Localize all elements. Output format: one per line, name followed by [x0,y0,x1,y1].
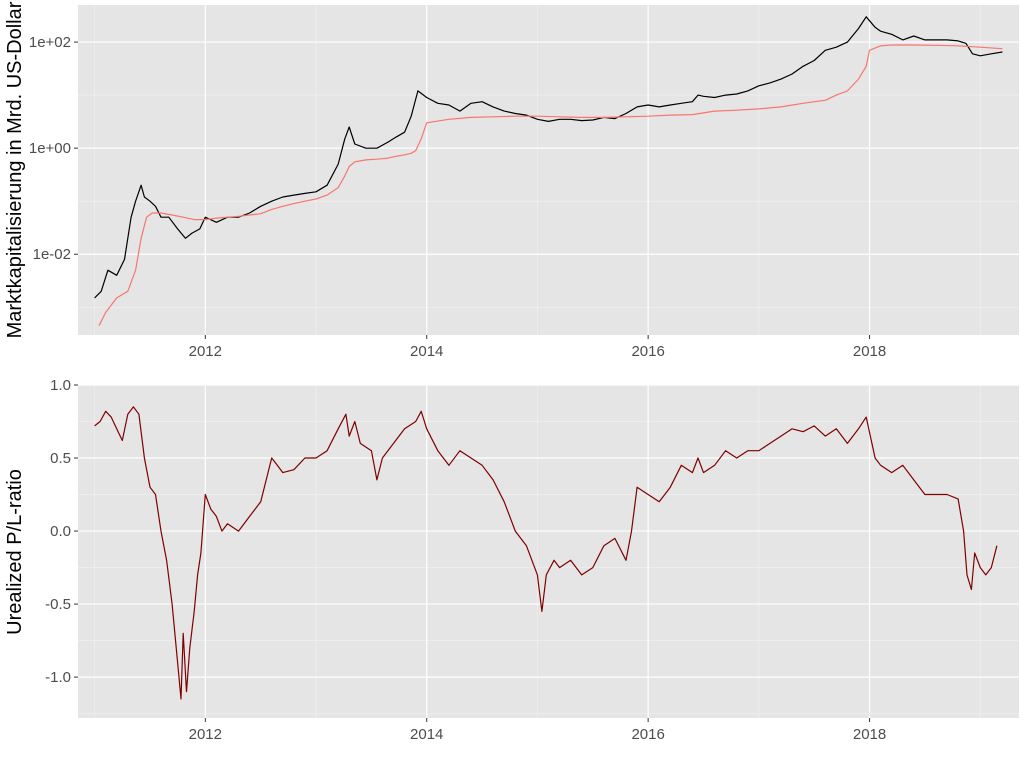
pl-ratio-y-axis: -1.0 -0.5 0.0 0.5 1.0 [45,377,78,686]
market-cap-y-axis-title: Marktkapitalisierung in Mrd. US-Dollar [4,1,26,338]
pl-ratio-y-tick-label: -1.0 [45,669,71,686]
market-cap-series [94,16,1003,326]
pl-ratio-plot-background [78,385,1019,718]
market-cap-plot-background [78,5,1019,335]
pl-ratio-series-line-0 [94,406,998,700]
pl-ratio-panel: -1.0 -0.5 0.0 0.5 1.0 2012 2014 2016 2018 Ureal… [4,377,1019,743]
market-cap-panel: 1e-02 1e+00 1e+02 2012 2014 2016 2018 Marktka… [4,1,1019,360]
market-cap-x-tick-label: 2012 [189,343,222,360]
pl-ratio-x-tick-label: 2014 [410,726,443,743]
market-cap-y-tick-label: 1e-02 [33,246,71,263]
pl-ratio-series [94,406,998,700]
pl-ratio-y-tick-label: 0.0 [50,523,71,540]
pl-ratio-y-tick-label: 0.5 [50,450,71,467]
pl-ratio-x-tick-label: 2016 [631,726,664,743]
market-cap-gridlines [78,5,1019,335]
pl-ratio-y-tick-label: 1.0 [50,377,71,394]
market-cap-y-tick-label: 1e+00 [29,140,71,157]
market-cap-series-line-0 [94,16,1003,299]
market-cap-x-tick-label: 2016 [631,343,664,360]
pl-ratio-y-axis-title: Urealized P/L-ratio [4,469,26,635]
pl-ratio-y-tick-label: -0.5 [45,596,71,613]
pl-ratio-x-tick-label: 2012 [189,726,222,743]
market-cap-x-tick-label: 2014 [410,343,443,360]
market-cap-y-axis: 1e-02 1e+00 1e+02 [29,34,78,263]
market-cap-series-line-1 [98,44,1003,326]
market-cap-x-axis: 2012 2014 2016 2018 [189,335,886,360]
pl-ratio-x-axis: 2012 2014 2016 2018 [189,718,886,743]
pl-ratio-gridlines [78,384,1019,718]
market-cap-y-tick-label: 1e+02 [29,34,71,51]
market-cap-x-tick-label: 2018 [853,343,886,360]
pl-ratio-x-tick-label: 2018 [853,726,886,743]
